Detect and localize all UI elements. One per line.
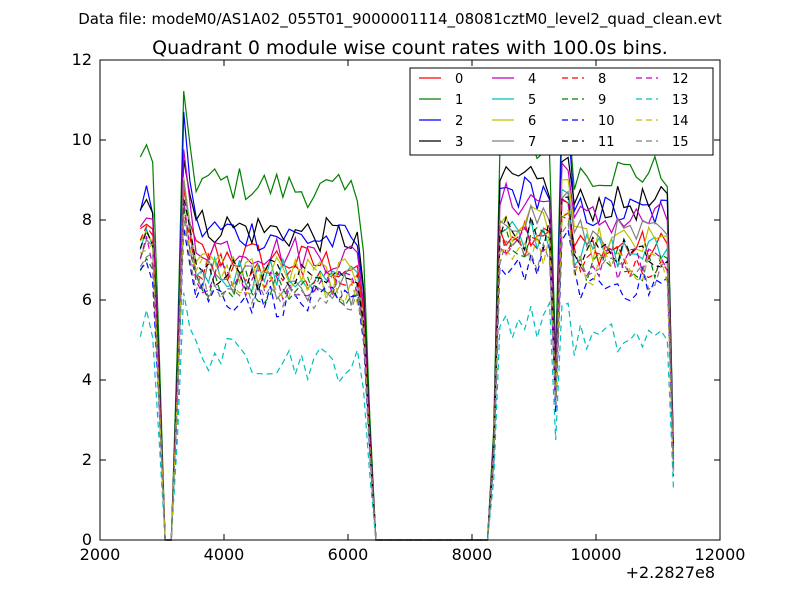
legend-frame	[409, 67, 714, 156]
x-tick-label: 12000	[695, 545, 746, 564]
series-line-5	[139, 178, 675, 541]
legend-label-14: 14	[672, 114, 689, 129]
x-tick-label: 2000	[80, 545, 121, 564]
x-tick-label: 10000	[571, 545, 622, 564]
legend-label-0: 0	[455, 72, 463, 87]
y-tick-label: 8	[82, 210, 92, 229]
series-line-4	[139, 149, 675, 541]
legend-label-7: 7	[528, 135, 536, 150]
series-line-7	[139, 180, 675, 541]
x-offset-label: +2.2827e8	[626, 563, 715, 582]
legend-label-15: 15	[672, 135, 689, 150]
series-line-13	[139, 292, 675, 541]
y-tick-label: 0	[82, 530, 92, 549]
series-line-10	[139, 227, 675, 541]
legend-label-6: 6	[528, 114, 536, 129]
legend-label-11: 11	[598, 135, 615, 150]
legend-label-12: 12	[672, 72, 689, 87]
legend-label-1: 1	[455, 93, 463, 108]
y-tick-label: 10	[72, 130, 92, 149]
y-tick-label: 12	[72, 50, 92, 69]
x-tick-label: 8000	[452, 545, 493, 564]
legend-label-2: 2	[455, 114, 463, 129]
suptitle: Data file: modeM0/AS1A02_055T01_90000011…	[78, 10, 722, 29]
legend-label-4: 4	[528, 72, 536, 87]
x-tick-label: 6000	[328, 545, 369, 564]
y-tick-label: 2	[82, 450, 92, 469]
legend-label-5: 5	[528, 93, 536, 108]
legend-label-10: 10	[598, 114, 615, 129]
series-line-1	[139, 91, 675, 541]
x-tick-label: 4000	[204, 545, 245, 564]
series-line-2	[139, 111, 675, 541]
legend-label-13: 13	[672, 93, 689, 108]
legend-label-9: 9	[598, 93, 606, 108]
series-lines	[139, 91, 675, 541]
series-line-3	[139, 156, 675, 541]
y-tick-label: 4	[82, 370, 92, 389]
series-line-12	[139, 199, 675, 541]
legend-label-8: 8	[598, 72, 606, 87]
chart-title: Quadrant 0 module wise count rates with …	[152, 37, 668, 59]
series-line-0	[139, 188, 675, 541]
legend-label-3: 3	[455, 135, 463, 150]
y-tick-label: 6	[82, 290, 92, 309]
